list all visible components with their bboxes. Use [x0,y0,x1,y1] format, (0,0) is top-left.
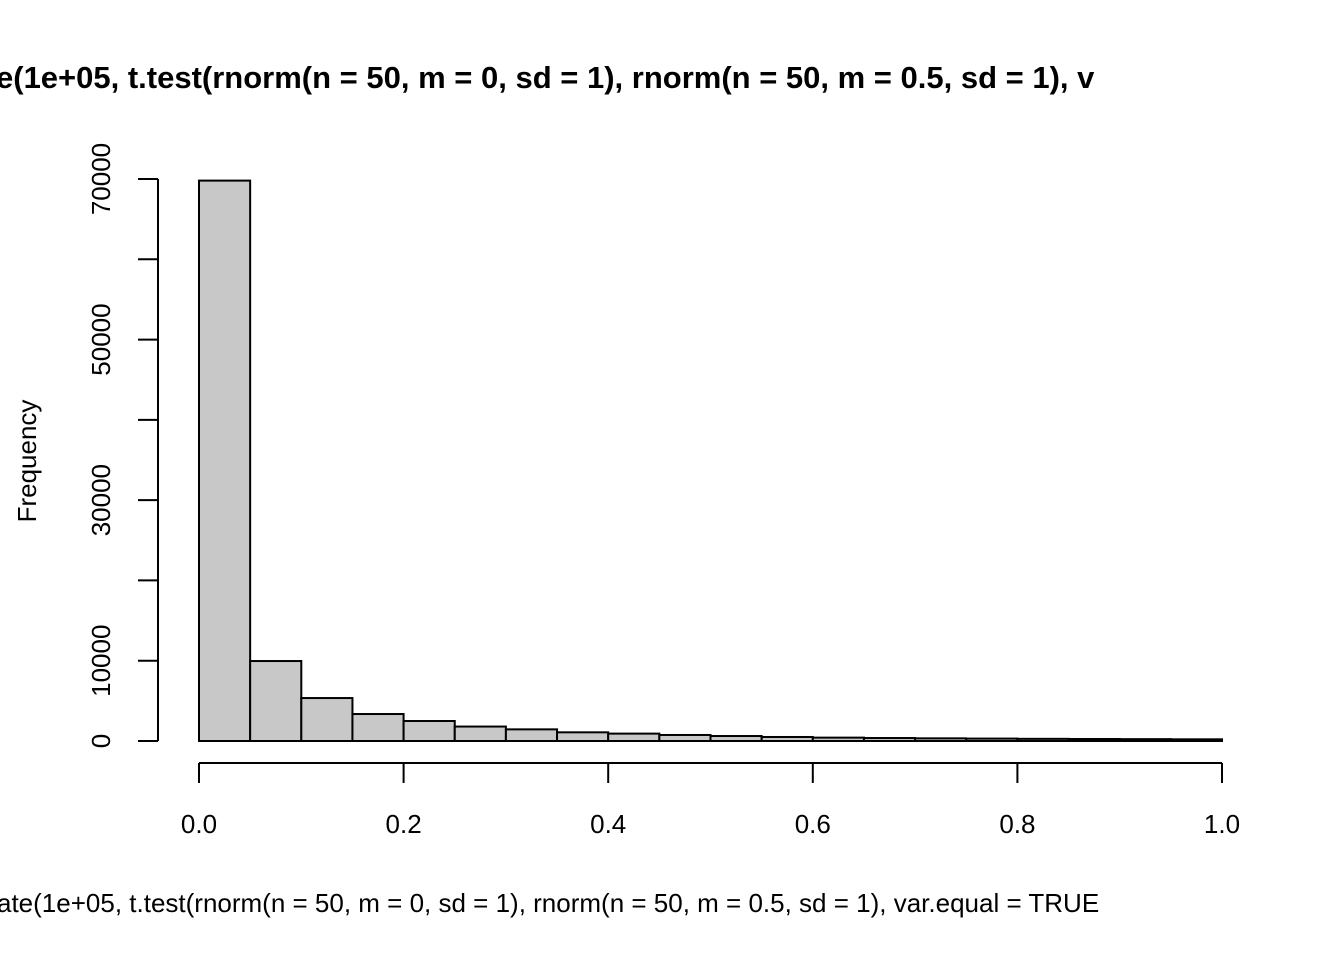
y-axis-label: Frequency [12,400,42,523]
histogram-bar [1016,737,1070,742]
x-axis: 0.0 0.2 0.4 0.6 0.8 1.0 [181,762,1240,839]
histogram-bar [1118,738,1172,743]
histogram-bar [504,728,559,743]
histogram-bar [453,725,507,743]
y-tick-label: 70000 [86,143,116,215]
histogram-bar [658,733,712,743]
x-tick-label: 0.6 [795,809,831,839]
x-tick-label: 1.0 [1204,809,1240,839]
y-tick-label: 30000 [86,464,116,536]
histogram-bar [607,732,661,742]
bars-group [198,179,1223,743]
x-tick-label: 0.2 [386,809,422,839]
histogram-bar [811,736,865,742]
histogram-bar [1169,738,1223,743]
chart-title: e(1e+05, t.test(rnorm(n = 50, m = 0, sd … [0,60,1095,95]
x-tick-label: 0.8 [999,809,1035,839]
histogram-bar [760,735,814,743]
histogram-bar [965,737,1019,743]
x-axis-label: ate(1e+05, t.test(rnorm(n = 50, m = 0, s… [0,888,1099,918]
histogram-bar [300,697,354,742]
histogram-bar [249,660,303,742]
y-axis: 0 10000 30000 50000 70000 [86,143,159,748]
x-tick-label: 0.4 [590,809,626,839]
y-tick-label: 50000 [86,303,116,375]
histogram-bar [709,735,763,742]
y-tick-label: 10000 [86,625,116,697]
histogram-bar [556,731,610,743]
x-tick-label: 0.0 [181,809,217,839]
histogram-bar [1067,737,1121,743]
histogram-bar [351,713,405,742]
histogram-bar [914,737,968,743]
histogram-bar [198,179,252,742]
histogram-bar [402,720,456,742]
y-tick-label: 0 [86,734,116,748]
histogram-bar [862,737,917,742]
